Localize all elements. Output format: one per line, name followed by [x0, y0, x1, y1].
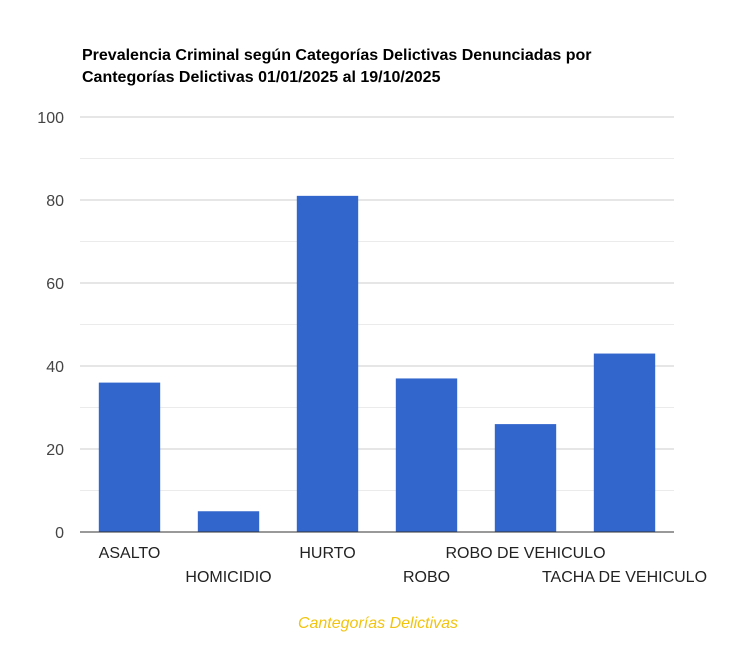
y-tick-label: 60 [46, 276, 64, 293]
y-tick-label: 0 [55, 525, 64, 542]
chart-title-line-2: Cantegorías Delictivas 01/01/2025 al 19/… [82, 69, 441, 86]
gridlines [80, 116, 674, 491]
x-category-label: ASALTO [99, 545, 161, 562]
x-category-label: ROBO DE VEHICULO [445, 545, 605, 562]
x-category-label: HURTO [299, 545, 355, 562]
bar [197, 511, 260, 532]
x-category-label: ROBO [403, 569, 450, 586]
x-category-label: TACHA DE VEHICULO [542, 569, 707, 586]
labels: 0 20 40 60 80 100 ASALTO HOMICIDIO HURTO ROBO ROBO… [37, 110, 707, 632]
bar [593, 353, 656, 532]
y-tick-label: 40 [46, 359, 64, 376]
bar [395, 378, 458, 532]
y-tick-label: 100 [37, 110, 64, 127]
y-tick-label: 80 [46, 193, 64, 210]
bar [494, 424, 557, 532]
chart-title: Prevalencia Criminal según Categorías De… [82, 45, 682, 89]
chart-title-line-1: Prevalencia Criminal según Categorías De… [82, 47, 592, 64]
bar [98, 382, 161, 532]
x-category-label: HOMICIDIO [185, 569, 271, 586]
x-axis-title: Cantegorías Delictivas [298, 615, 458, 632]
bar [296, 195, 359, 532]
y-tick-label: 20 [46, 442, 64, 459]
bars [98, 195, 656, 532]
